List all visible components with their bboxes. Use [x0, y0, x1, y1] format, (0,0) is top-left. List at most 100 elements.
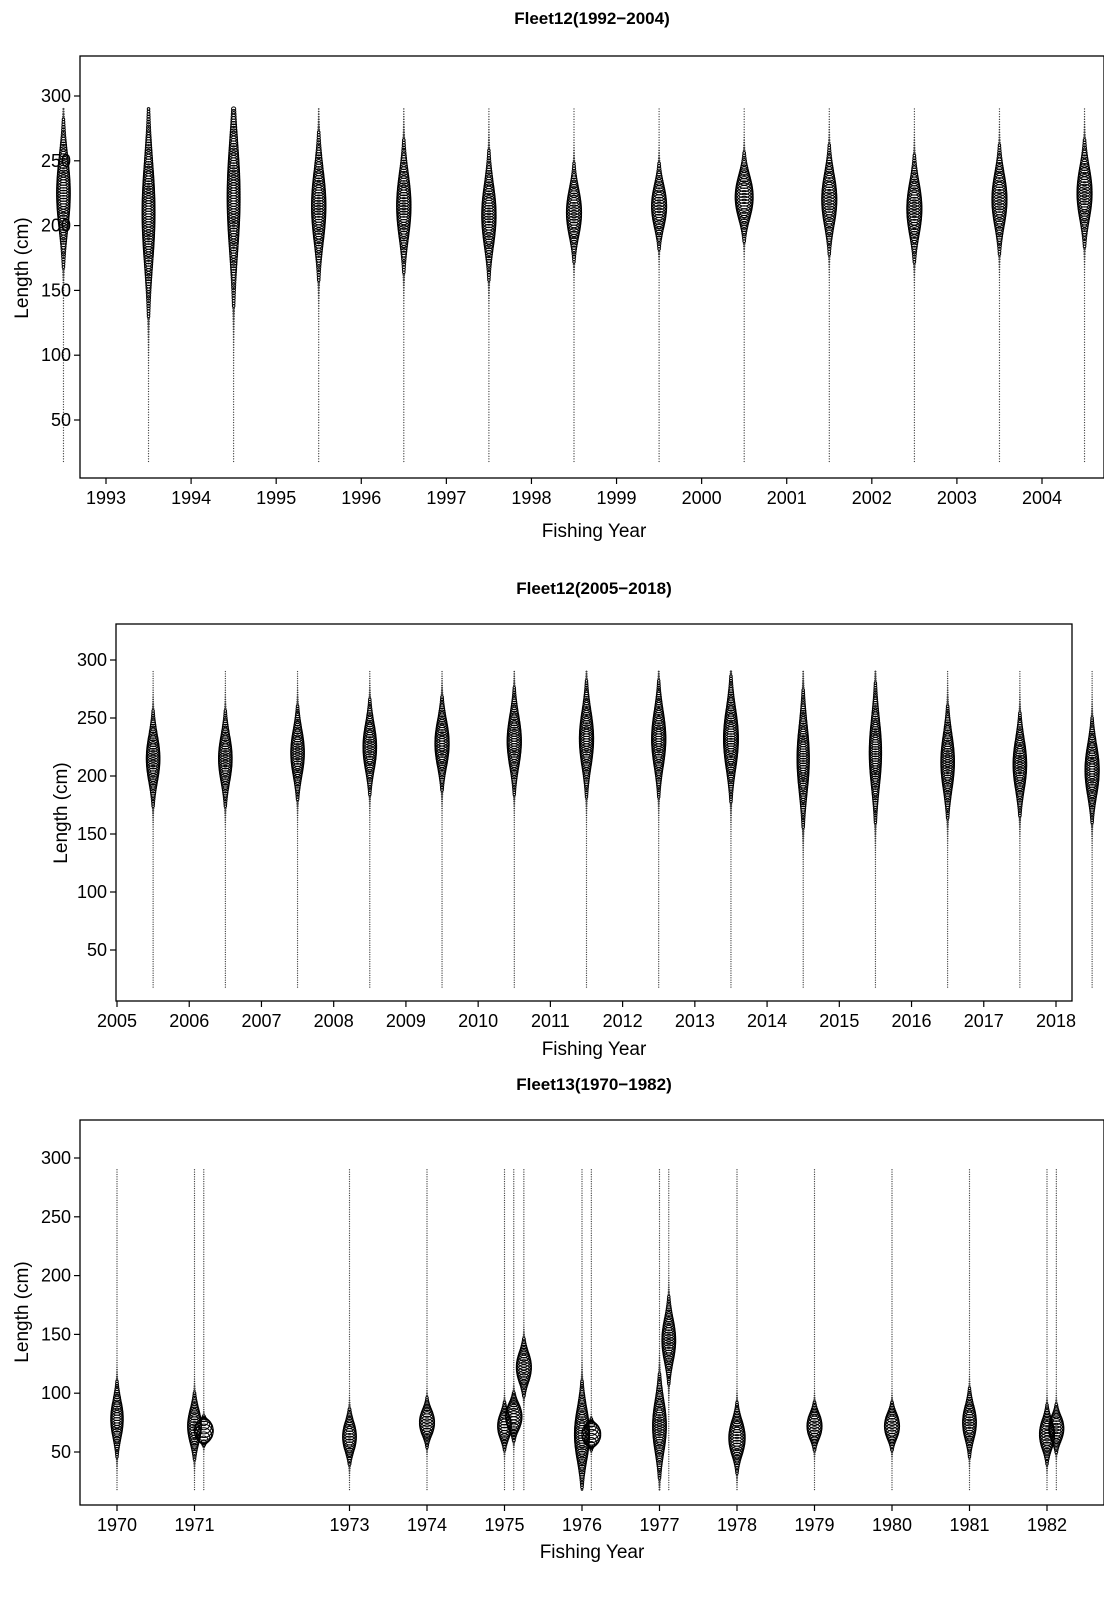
bubble-point: [441, 858, 443, 861]
bubble-point: [295, 794, 300, 799]
bubble-point: [1091, 986, 1093, 988]
bubble-point: [62, 372, 65, 374]
bubble-point: [826, 152, 832, 159]
bubble-point: [743, 339, 745, 341]
bubble-point: [1091, 898, 1093, 900]
bubble-point: [193, 1289, 196, 1291]
bubble-point: [366, 780, 373, 786]
bubble-point: [573, 349, 575, 351]
bubble-point: [224, 821, 227, 824]
bubble-point: [573, 352, 575, 354]
bubble-point: [513, 951, 515, 953]
bubble-point: [523, 1439, 525, 1441]
bubble-point: [874, 979, 877, 981]
bubble-point: [743, 341, 745, 343]
bubble-point: [116, 1317, 118, 1319]
bubble-point: [441, 970, 443, 972]
bubble-point: [585, 889, 588, 891]
bubble-point: [728, 784, 734, 791]
bubble-point: [658, 849, 660, 851]
bubble-point: [152, 933, 154, 935]
bubble-point: [998, 133, 1001, 136]
bubble-point: [488, 460, 490, 463]
bubble-point: [503, 1209, 506, 1211]
bubble-point: [523, 1456, 525, 1458]
bubble-point: [1083, 339, 1086, 341]
bubble-point: [513, 1192, 515, 1194]
bubble-point: [116, 1319, 118, 1321]
bubble-point: [436, 717, 448, 729]
bubble-point: [523, 1291, 525, 1293]
bubble-point: [743, 266, 745, 268]
bubble-point: [1091, 905, 1093, 907]
bubble-point: [573, 429, 575, 431]
bubble-point: [509, 710, 520, 721]
bubble-point: [296, 884, 299, 886]
bubble-point: [503, 1246, 506, 1248]
bubble-point: [913, 289, 916, 292]
bubble-point: [913, 429, 915, 431]
bubble-point: [224, 673, 226, 675]
bubble-point: [513, 1359, 515, 1361]
bubble-point: [426, 1246, 428, 1248]
bubble-point: [419, 1411, 435, 1427]
bubble-point: [585, 921, 588, 923]
bubble-point: [1018, 711, 1022, 716]
bubble-point: [426, 1477, 428, 1479]
bubble-point: [113, 1391, 121, 1400]
bubble-point: [998, 339, 1001, 341]
bubble-point: [998, 344, 1001, 346]
bubble-point: [828, 419, 830, 421]
bubble-point: [291, 728, 304, 740]
bubble-point: [872, 694, 878, 700]
bubble-point: [1083, 331, 1086, 333]
bubble-point: [1083, 255, 1086, 258]
bubble-point: [59, 148, 68, 158]
bubble-point: [369, 977, 371, 979]
bubble-point: [1083, 305, 1086, 307]
bubble-point: [523, 1314, 525, 1317]
bubble-point: [828, 445, 830, 447]
bubble-point: [1019, 930, 1021, 933]
bubble-point: [194, 1418, 214, 1439]
bubble-point: [152, 947, 154, 949]
bubble-point: [503, 1484, 506, 1486]
bubble-point: [318, 393, 320, 395]
bubble-point: [913, 320, 915, 323]
bubble-point: [743, 414, 745, 416]
bubble-point: [1083, 108, 1086, 110]
bubble-point: [513, 926, 515, 928]
bubble-point: [1083, 344, 1086, 346]
bubble-point: [828, 331, 830, 333]
bubble-point: [152, 705, 155, 708]
bubble-point: [998, 364, 1001, 367]
bubble-point: [296, 919, 299, 921]
bubble-point: [828, 302, 830, 304]
bubble-point: [224, 691, 227, 694]
bubble-point: [743, 388, 745, 390]
bubble-point: [723, 721, 739, 738]
bubble-point: [57, 160, 70, 172]
bubble-point: [486, 272, 491, 277]
bubble-point: [658, 891, 660, 893]
bubble-point: [367, 701, 372, 707]
bubble-point: [573, 333, 575, 336]
bubble-point: [426, 1387, 428, 1390]
bubble-point: [658, 902, 660, 905]
bubble-point: [503, 1317, 506, 1319]
bubble-point: [224, 703, 227, 706]
bubble-point: [828, 131, 831, 134]
bubble-point: [1083, 310, 1086, 312]
bubble-point: [147, 346, 150, 349]
bubble-point: [193, 1220, 196, 1223]
bubble-point: [802, 863, 804, 865]
bubble-point: [152, 960, 154, 963]
bubble-point: [658, 933, 660, 935]
bubble-point: [796, 737, 810, 750]
bubble-point: [513, 1373, 515, 1375]
bubble-point: [523, 1324, 525, 1326]
bubble-point: [998, 307, 1001, 310]
bubble-point: [497, 1414, 512, 1429]
bubble-point: [426, 1305, 428, 1307]
bubble-point: [585, 826, 588, 828]
